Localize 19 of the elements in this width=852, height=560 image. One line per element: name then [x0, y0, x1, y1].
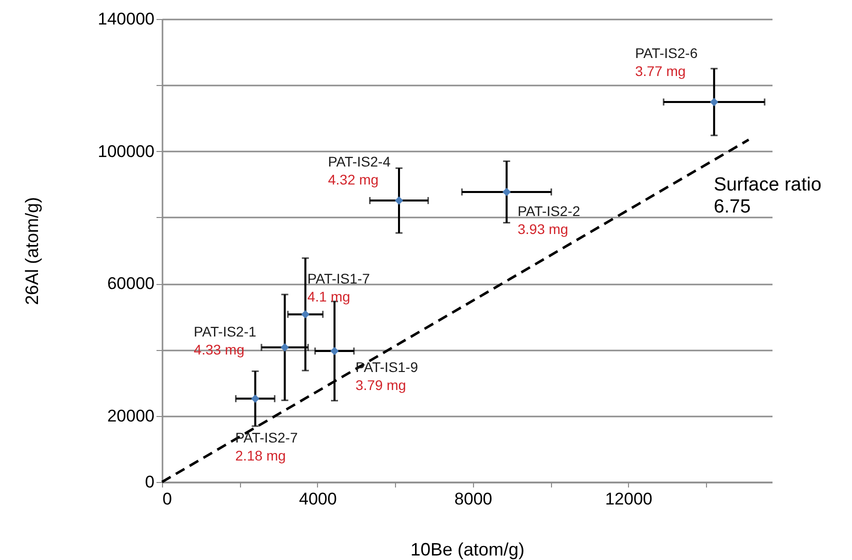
y-tick-label: 100000 — [98, 142, 154, 161]
series-label: Surface ratio 6.75 — [714, 174, 822, 218]
x-tick-label: 0 — [162, 490, 172, 508]
y-tick-label: 140000 — [98, 10, 154, 28]
x-tick-label: 4000 — [299, 490, 337, 508]
y-tick-label: 20000 — [107, 406, 154, 426]
annotation: PAT-IS2-4 4.32 mg — [328, 154, 391, 188]
y-axis-title: 26Al (atom/g) — [22, 196, 42, 306]
annotation: PAT-IS1-7 4.1 mg — [307, 270, 370, 304]
annotation: PAT-IS1-9 3.79 mg — [356, 359, 418, 394]
x-tick-label: 8000 — [454, 490, 492, 508]
annotation: PAT-IS2-6 3.77 mg — [635, 45, 698, 80]
x-tick-label: 12000 — [605, 490, 652, 508]
x-axis-title: 10Be (atom/g) — [410, 540, 525, 560]
annotation: PAT-IS2-2 3.93 mg — [518, 202, 580, 237]
annotation: PAT-IS2-1 4.33 mg — [194, 323, 256, 358]
annotation: PAT-IS2-7 2.18 mg — [235, 430, 298, 464]
y-tick-label: 60000 — [107, 274, 154, 294]
y-tick-label: 0 — [145, 472, 154, 492]
